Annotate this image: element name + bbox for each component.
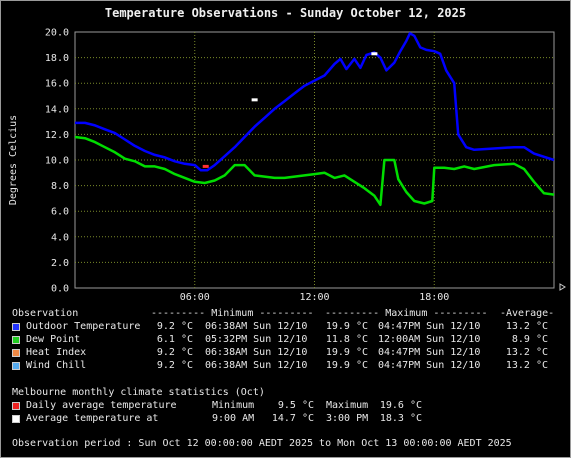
y-tick-label: 8.0 [51, 181, 69, 192]
table-header-maximum: --------- Maximum --------- [325, 308, 488, 319]
table-header-observation: Observation [12, 308, 79, 319]
chart-title: Temperature Observations - Sunday Octobe… [104, 6, 467, 20]
max-time: 12:00AM Sun 12/10 [378, 334, 481, 345]
y-tick-label: 14.0 [45, 104, 69, 115]
legend-swatch [12, 323, 20, 331]
temperature-chart: 0.02.04.06.08.010.012.014.016.018.020.0 … [8, 28, 566, 300]
climate-col4: 18.3 °C [379, 413, 422, 424]
y-tick-label: 20.0 [45, 28, 69, 39]
legend-swatch [12, 349, 20, 357]
climate-col2: 9.5 °C [277, 400, 314, 411]
min-value: 9.2 °C [156, 321, 193, 332]
min-value: 9.2 °C [156, 347, 193, 358]
plot-area [74, 31, 555, 289]
climate-label: Average temperature at [26, 413, 159, 424]
y-tick-label: 10.0 [45, 156, 69, 167]
observation-period: Observation period : Sun Oct 12 00:00:00… [12, 438, 512, 449]
average-value: 13.2 °C [505, 347, 548, 358]
max-time: 04:47PM Sun 12/10 [378, 321, 481, 332]
series-label: Heat Index [26, 347, 87, 358]
max-value: 19.9 °C [325, 360, 368, 371]
x-tick-label: 06:00 [180, 292, 210, 300]
climate-col1: Minimum [212, 400, 255, 411]
climate-col4: 19.6 °C [379, 400, 422, 411]
min-value: 6.1 °C [156, 334, 193, 345]
climate-col3: Maximum [326, 400, 369, 411]
x-tick-label: 12:00 [299, 292, 329, 300]
y-tick-label: 16.0 [45, 79, 69, 90]
x-tick-labels: 06:00 12:00 18:00 [180, 292, 450, 300]
max-time: 04:47PM Sun 12/10 [378, 347, 481, 358]
min-time: 06:38AM Sun 12/10 [205, 347, 308, 358]
max-value: 19.9 °C [325, 347, 368, 358]
x-tick-label: 18:00 [419, 292, 449, 300]
axis-arrow-icon [559, 283, 566, 291]
climate-marker [202, 164, 209, 168]
min-time: 05:32PM Sun 12/10 [205, 334, 308, 345]
min-value: 9.2 °C [156, 360, 193, 371]
average-value: 8.9 °C [511, 334, 548, 345]
average-value: 13.2 °C [505, 360, 548, 371]
series-lines [74, 32, 555, 207]
y-axis-label: Degrees Celcius [8, 115, 19, 205]
series-label: Wind Chill [26, 360, 87, 371]
climate-col3: 3:00 PM [326, 413, 369, 424]
table-header-minimum: --------- Minimum --------- [151, 308, 314, 319]
climate-col2: 14.7 °C [271, 413, 314, 424]
max-value: 19.9 °C [325, 321, 368, 332]
climate-label: Daily average temperature [26, 400, 177, 411]
min-time: 06:38AM Sun 12/10 [205, 360, 308, 371]
y-tick-labels: 0.0 2.0 4.0 6.0 8.0 10.0 12.0 14.0 16.0 18.0 20.0 [45, 28, 69, 295]
legend-swatch [12, 336, 20, 344]
y-tick-label: 6.0 [51, 207, 69, 218]
series-line-outdoor-temperature [75, 32, 555, 172]
climate-heading: Melbourne monthly climate statistics (Oc… [12, 387, 265, 398]
legend-swatch [12, 362, 20, 370]
min-time: 06:38AM Sun 12/10 [205, 321, 308, 332]
climate-swatch [12, 402, 20, 410]
climate-swatch [12, 415, 20, 423]
y-tick-label: 2.0 [51, 258, 69, 269]
y-tick-label: 4.0 [51, 232, 69, 243]
table-header-average: -Average- [500, 308, 555, 319]
average-value: 13.2 °C [505, 321, 548, 332]
max-value: 11.8 °C [325, 334, 368, 345]
climate-marker [251, 98, 258, 102]
y-tick-label: 0.0 [51, 284, 69, 295]
climate-marker [371, 52, 378, 56]
grid-lines [75, 32, 554, 288]
climate-markers [202, 52, 378, 168]
y-tick-label: 18.0 [45, 53, 69, 64]
series-line-dew-point [74, 135, 555, 207]
series-label: Outdoor Temperature [26, 321, 141, 332]
max-time: 04:47PM Sun 12/10 [378, 360, 481, 371]
series-label: Dew Point [26, 334, 81, 345]
y-tick-label: 12.0 [45, 130, 69, 141]
climate-col1: 9:00 AM [212, 413, 255, 424]
